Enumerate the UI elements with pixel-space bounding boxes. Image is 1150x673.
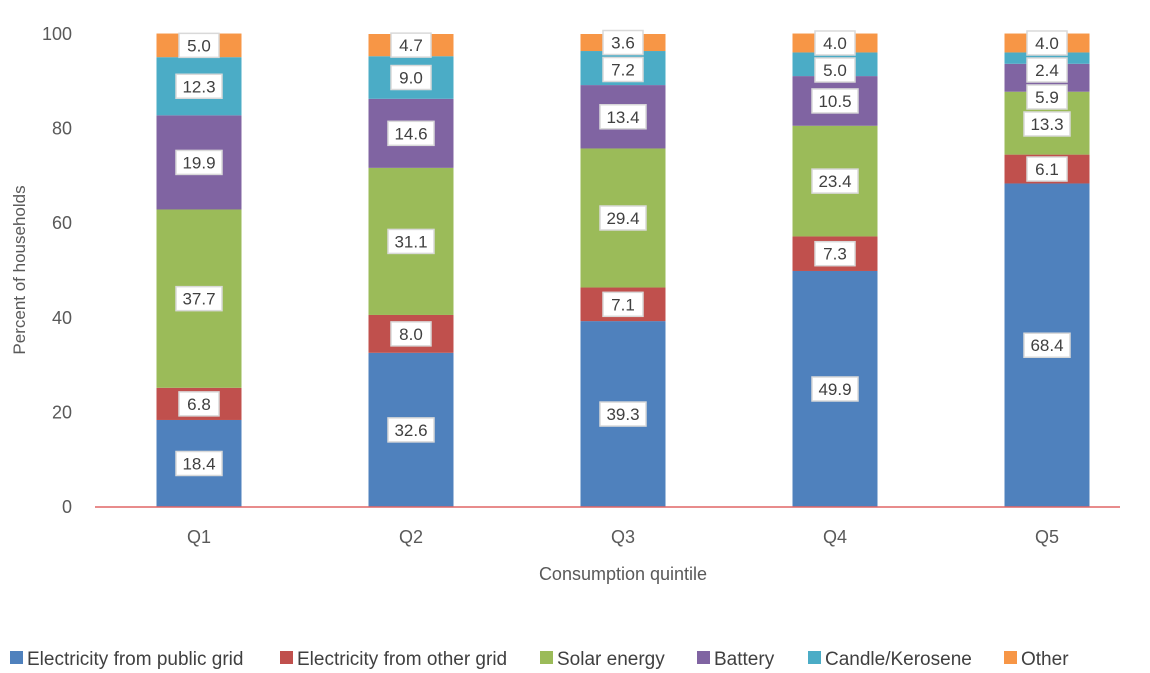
y-tick-label: 60 [52,213,72,233]
y-axis-ticks: 0 20 40 60 80 100 [42,24,72,517]
data-label: 13.4 [606,108,639,127]
data-label-box [599,104,647,130]
y-tick-label: 100 [42,24,72,44]
data-label-box [175,450,223,477]
y-axis-title: Percent of households [10,185,29,354]
data-label: 68.4 [1030,336,1063,355]
y-tick-label: 0 [62,497,72,517]
data-label-box [811,376,859,402]
data-label: 6.1 [1035,160,1059,179]
data-label-box [811,88,859,114]
data-label: 6.8 [187,395,211,414]
legend-swatch [280,651,293,664]
data-label: 37.7 [182,290,215,309]
data-label-box [602,29,644,56]
data-label-box [602,291,644,318]
y-tick-label: 40 [52,308,72,328]
legend-label: Candle/Kerosene [825,649,972,670]
x-tick-label: Q5 [1035,527,1059,547]
data-label-box [390,64,432,91]
data-label: 32.6 [394,421,427,440]
data-label-box [1026,30,1068,56]
data-label-box [390,321,432,347]
x-tick-label: Q4 [823,527,847,547]
data-label-box [599,401,647,427]
data-label-box [1023,332,1071,358]
x-axis-ticks: Q1 Q2 Q3 Q4 Q5 [187,527,1059,547]
data-label-box [175,73,223,100]
data-label-box [1026,84,1068,110]
legend-label: Battery [714,649,775,670]
bar-stacks [156,33,1090,507]
data-label-box [1026,156,1068,182]
data-label-box [811,168,859,194]
data-label-box [814,57,856,83]
data-label-box [175,285,223,312]
data-label: 5.0 [823,61,847,80]
data-label: 7.3 [823,245,847,264]
data-label-box [175,149,223,176]
data-label: 7.1 [611,295,635,314]
data-label: 31.1 [394,232,427,251]
data-label: 23.4 [818,172,851,191]
x-tick-label: Q2 [399,527,423,547]
data-label: 4.7 [399,36,423,55]
x-axis-title: Consumption quintile [539,564,707,584]
data-label: 19.9 [182,153,215,172]
data-label-box [178,32,220,59]
data-label-box [178,391,220,417]
data-label: 5.0 [187,36,211,55]
data-label: 10.5 [818,92,851,111]
data-label: 9.0 [399,69,423,88]
data-label: 14.6 [394,124,427,143]
data-label: 49.9 [818,380,851,399]
y-tick-label: 80 [52,119,72,139]
data-label: 12.3 [182,77,215,96]
y-tick-label: 20 [52,402,72,422]
data-label: 7.2 [611,61,635,80]
data-labels: 18.4 6.8 37.7 19.9 12.3 5.0 32.6 8.0 31.1 14.6 9.0… [175,29,1071,477]
data-label-box [387,417,435,443]
data-label: 29.4 [606,209,639,228]
data-label-box [814,30,856,56]
data-label-box [387,120,435,147]
data-label-box [390,32,432,58]
legend-label: Solar energy [557,649,665,670]
data-label: 3.6 [611,34,635,53]
legend-swatch [540,651,553,664]
data-label: 4.0 [823,34,847,53]
data-label: 39.3 [606,405,639,424]
data-label: 13.3 [1030,115,1063,134]
x-tick-label: Q3 [611,527,635,547]
data-label-box [814,240,856,267]
data-label: 5.9 [1035,88,1059,107]
legend-swatch [10,651,23,664]
legend-swatch [697,651,710,664]
legend-swatch [808,651,821,664]
legend-label: Electricity from public grid [27,649,243,670]
legend-swatch [1004,651,1017,664]
legend-label: Electricity from other grid [297,649,507,670]
legend-label: Other [1021,649,1069,670]
data-label-box [387,228,435,255]
data-label-box [602,56,644,83]
data-label: 8.0 [399,325,423,344]
data-label-box [599,205,647,231]
x-tick-label: Q1 [187,527,211,547]
data-label-box [1026,57,1068,83]
data-label-box [1023,111,1071,137]
data-label: 18.4 [182,454,215,473]
data-label: 4.0 [1035,34,1059,53]
data-label: 2.4 [1035,61,1059,80]
legend: Electricity from public grid Electricity … [10,649,1069,670]
